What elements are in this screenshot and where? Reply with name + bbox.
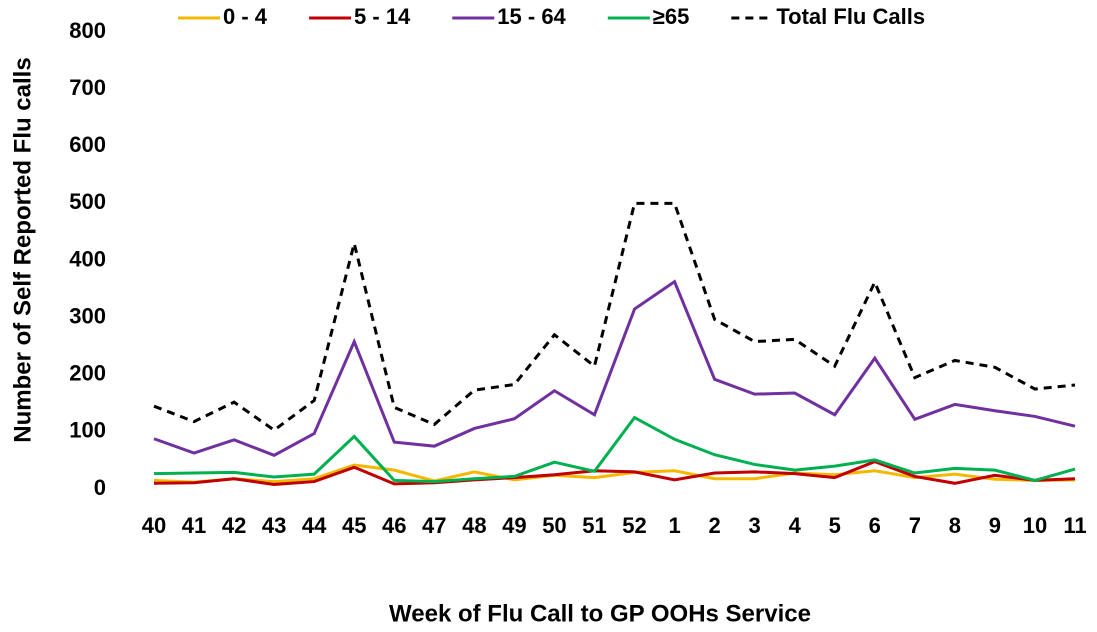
x-tick-label: 10 [1023, 513, 1047, 538]
legend-label: Total Flu Calls [776, 4, 925, 29]
y-tick-label: 800 [69, 18, 106, 43]
y-tick-label: 100 [69, 418, 106, 443]
x-tick-label: 42 [222, 513, 246, 538]
x-tick-label: 9 [989, 513, 1001, 538]
x-tick-label: 8 [949, 513, 961, 538]
x-tick-label: 40 [142, 513, 166, 538]
x-tick-label: 1 [668, 513, 680, 538]
x-tick-label: 3 [749, 513, 761, 538]
legend-label: 0 - 4 [223, 4, 268, 29]
x-tick-label: 11 [1063, 513, 1086, 538]
x-tick-label: 49 [502, 513, 526, 538]
y-tick-label: 400 [69, 246, 106, 271]
x-tick-label: 44 [302, 513, 327, 538]
y-tick-label: 200 [69, 361, 106, 386]
series-line [153, 459, 1076, 486]
y-axis-title: Number of Self Reported Flu calls [9, 57, 36, 442]
x-tick-label: 4 [789, 513, 802, 538]
series-line [153, 279, 1076, 457]
x-tick-label: 45 [342, 513, 366, 538]
series-line [153, 201, 1076, 433]
y-tick-label: 600 [69, 132, 106, 157]
y-tick-label: 0 [94, 475, 106, 500]
series-line [153, 415, 1076, 484]
x-tick-label: 48 [462, 513, 486, 538]
x-tick-label: 41 [182, 513, 206, 538]
y-tick-label: 700 [69, 75, 106, 100]
x-tick-label: 6 [869, 513, 881, 538]
x-tick-label: 51 [582, 513, 606, 538]
x-tick-label: 50 [542, 513, 566, 538]
y-tick-label: 500 [69, 189, 106, 214]
legend-label: 15 - 64 [497, 4, 566, 29]
x-tick-label: 47 [422, 513, 446, 538]
y-tick-label: 300 [69, 303, 106, 328]
x-tick-label: 2 [708, 513, 720, 538]
legend-label: 5 - 14 [354, 4, 411, 29]
x-tick-label: 46 [382, 513, 406, 538]
x-axis-title: Week of Flu Call to GP OOHs Service [389, 600, 811, 627]
x-tick-label: 7 [909, 513, 921, 538]
x-tick-label: 43 [262, 513, 286, 538]
x-tick-label: 5 [829, 513, 841, 538]
x-tick-label: 52 [622, 513, 646, 538]
legend-label: ≥65 [653, 4, 690, 29]
